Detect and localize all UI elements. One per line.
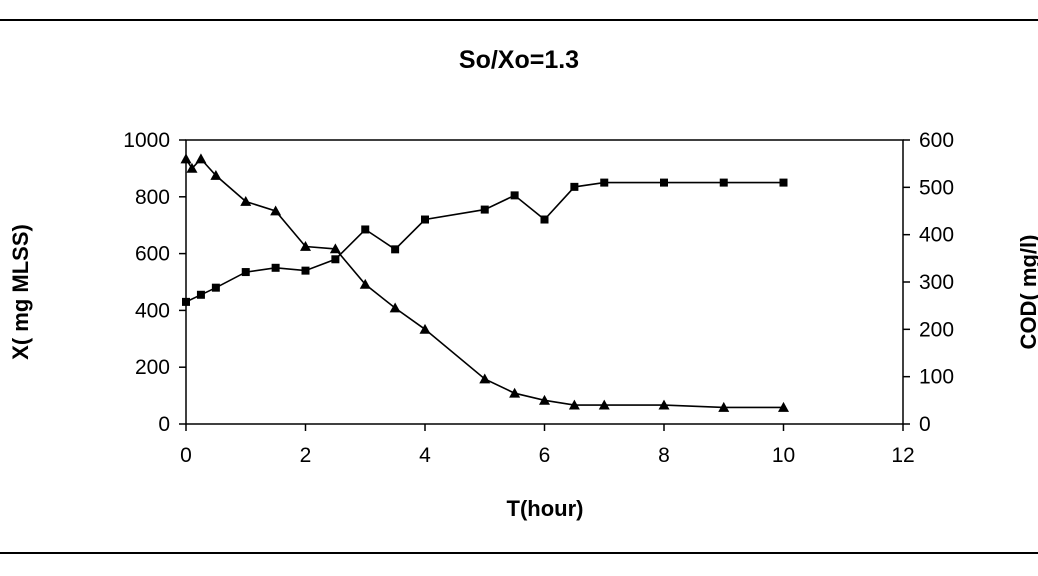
x-tick-label: 0 [180,444,192,467]
series-1-point [718,401,730,412]
y2-tick-label: 200 [919,318,954,341]
series-0-point [271,263,280,272]
chart-title: So/Xo=1.3 [459,46,579,74]
series-1-point [509,387,521,398]
y2-tick-label: 400 [919,224,954,247]
x-tick-label: 6 [539,444,551,467]
series-1-point [778,401,789,412]
series-1-point [568,399,580,410]
series-0-point [301,266,310,275]
y2-tick-label: 100 [919,366,954,389]
x-tick-label: 8 [658,444,670,467]
series-1-point [195,153,207,164]
y2-tick-label: 500 [919,176,954,199]
series-1-point [329,243,341,254]
y-axis-right: 0 100 200 300 400 500 600 [903,129,954,436]
series-1-point [389,302,401,313]
series-0-point [331,255,340,264]
series-1-point [658,399,670,410]
series-layer [180,153,789,412]
y2-axis-title: COD( mg/l) [1016,235,1038,350]
x-tick-label: 4 [419,444,431,467]
y2-tick-label: 0 [919,413,931,436]
y-tick-label: 200 [135,356,170,379]
y2-tick-label: 300 [919,271,954,294]
series-1-point [598,399,610,410]
series-0-point [510,191,519,200]
series-0-point [719,178,728,187]
series-1-point [419,323,431,334]
series-0-point [421,215,429,224]
x-axis: 0 2 4 6 8 10 12 [180,424,915,467]
series-1-point [359,278,371,289]
series-0-point [540,215,549,224]
series-0-point [241,268,250,277]
plot-area [185,139,904,425]
series-0-point [196,290,205,299]
y-tick-label: 0 [158,413,170,436]
series-1-line [185,157,784,409]
series-1-point [300,241,311,251]
x-tick-label: 10 [772,444,795,467]
series-0-point [779,178,788,187]
series-1-point [240,196,252,206]
series-1-point [270,205,282,216]
x-tick-label: 12 [891,444,914,467]
series-0-point [480,205,489,214]
series-0-point [391,245,400,254]
y-axis-left: 0 200 400 600 800 1000 [123,129,186,436]
series-1-point [180,153,192,164]
series-0-line [185,181,784,303]
series-0-point [660,178,668,187]
series-1-point [186,162,198,173]
y-tick-label: 800 [135,186,170,209]
series-1-point [210,170,222,180]
y-tick-label: 1000 [123,129,170,152]
series-0-point [600,178,609,187]
y-axis-title: X( mg MLSS) [8,224,33,360]
x-axis-title: T(hour) [507,496,584,521]
series-0-point [361,225,370,234]
y-tick-label: 400 [135,299,170,322]
series-0-point [211,283,220,292]
series-1-point [479,373,491,384]
series-1-point [539,394,550,405]
series-0-point [182,297,190,306]
x-tick-label: 2 [300,444,312,467]
y2-tick-label: 600 [919,129,954,152]
y-tick-label: 600 [135,243,170,266]
series-0-point [570,182,579,191]
